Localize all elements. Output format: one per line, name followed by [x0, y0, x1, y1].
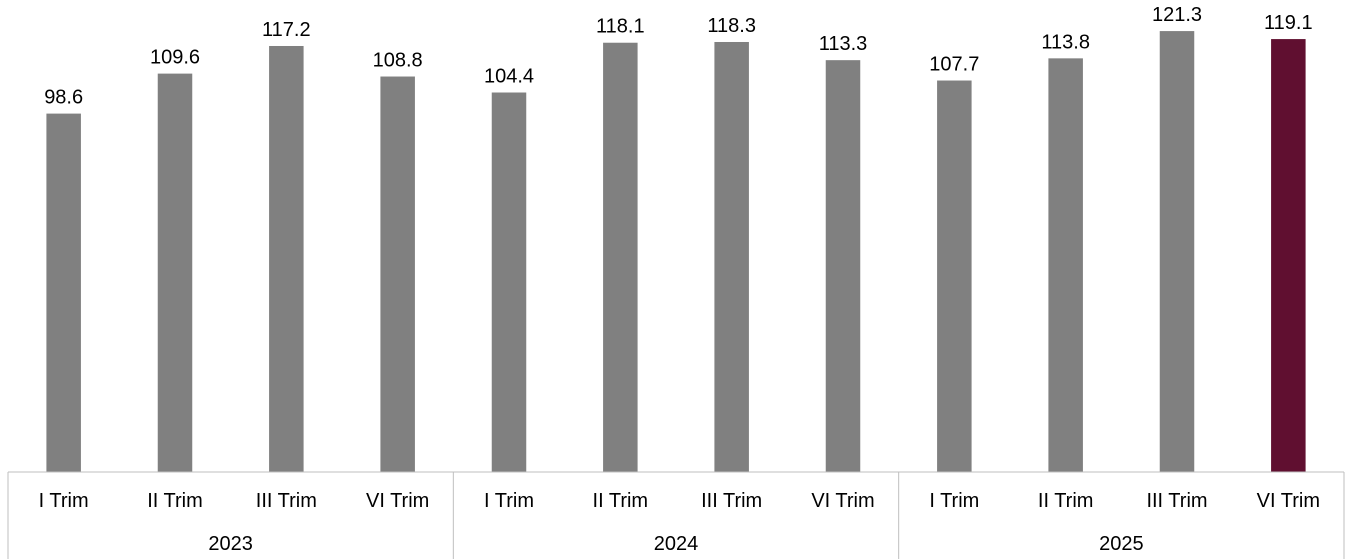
- tick-label: I Trim: [39, 490, 89, 512]
- data-label: 104.4: [484, 66, 534, 88]
- bars-layer: [46, 31, 1306, 473]
- tick-label: III Trim: [701, 490, 762, 512]
- group-label: 2025: [1099, 533, 1144, 555]
- bar: [380, 76, 415, 473]
- tick-label: II Trim: [1038, 490, 1094, 512]
- value-labels-layer: 98.6 109.6 117.2 108.8 104.4 118.1 118.3 113.3 1…: [44, 4, 1312, 109]
- data-label: 118.1: [596, 16, 645, 38]
- bar: [1159, 31, 1195, 473]
- data-label: 118.3: [707, 15, 756, 37]
- category-axis: I Trim II Trim III Trim VI Trim I Trim II Tri…: [7, 471, 1345, 559]
- tick-label: II Trim: [593, 490, 649, 512]
- bar: [603, 42, 638, 472]
- tick-label: II Trim: [147, 490, 203, 512]
- data-label: 113.8: [1041, 31, 1090, 53]
- data-label: 113.3: [819, 33, 868, 55]
- group-label: 2023: [208, 533, 253, 555]
- tick-label: III Trim: [256, 490, 317, 512]
- bar: [825, 60, 861, 472]
- bar: [714, 41, 749, 473]
- tick-label: VI Trim: [366, 490, 429, 512]
- tick-label: I Trim: [484, 490, 534, 512]
- bar: [269, 45, 304, 473]
- data-label: 117.2: [262, 19, 311, 41]
- data-label: 119.1: [1264, 12, 1313, 34]
- bar: [491, 92, 527, 472]
- data-label: 108.8: [373, 50, 423, 72]
- tick-label: VI Trim: [1257, 490, 1320, 512]
- bar: [1271, 39, 1306, 472]
- tick-label: VI Trim: [811, 490, 874, 512]
- data-label: 107.7: [929, 54, 979, 76]
- tick-label: I Trim: [929, 490, 979, 512]
- bar: [157, 73, 193, 473]
- data-label: 98.6: [44, 87, 83, 109]
- data-label: 121.3: [1152, 4, 1202, 26]
- data-label: 109.6: [150, 47, 200, 69]
- tick-label: III Trim: [1146, 490, 1207, 512]
- bar: [46, 113, 81, 472]
- group-label: 2024: [654, 533, 699, 555]
- bar: [937, 80, 972, 473]
- bar: [1048, 58, 1083, 472]
